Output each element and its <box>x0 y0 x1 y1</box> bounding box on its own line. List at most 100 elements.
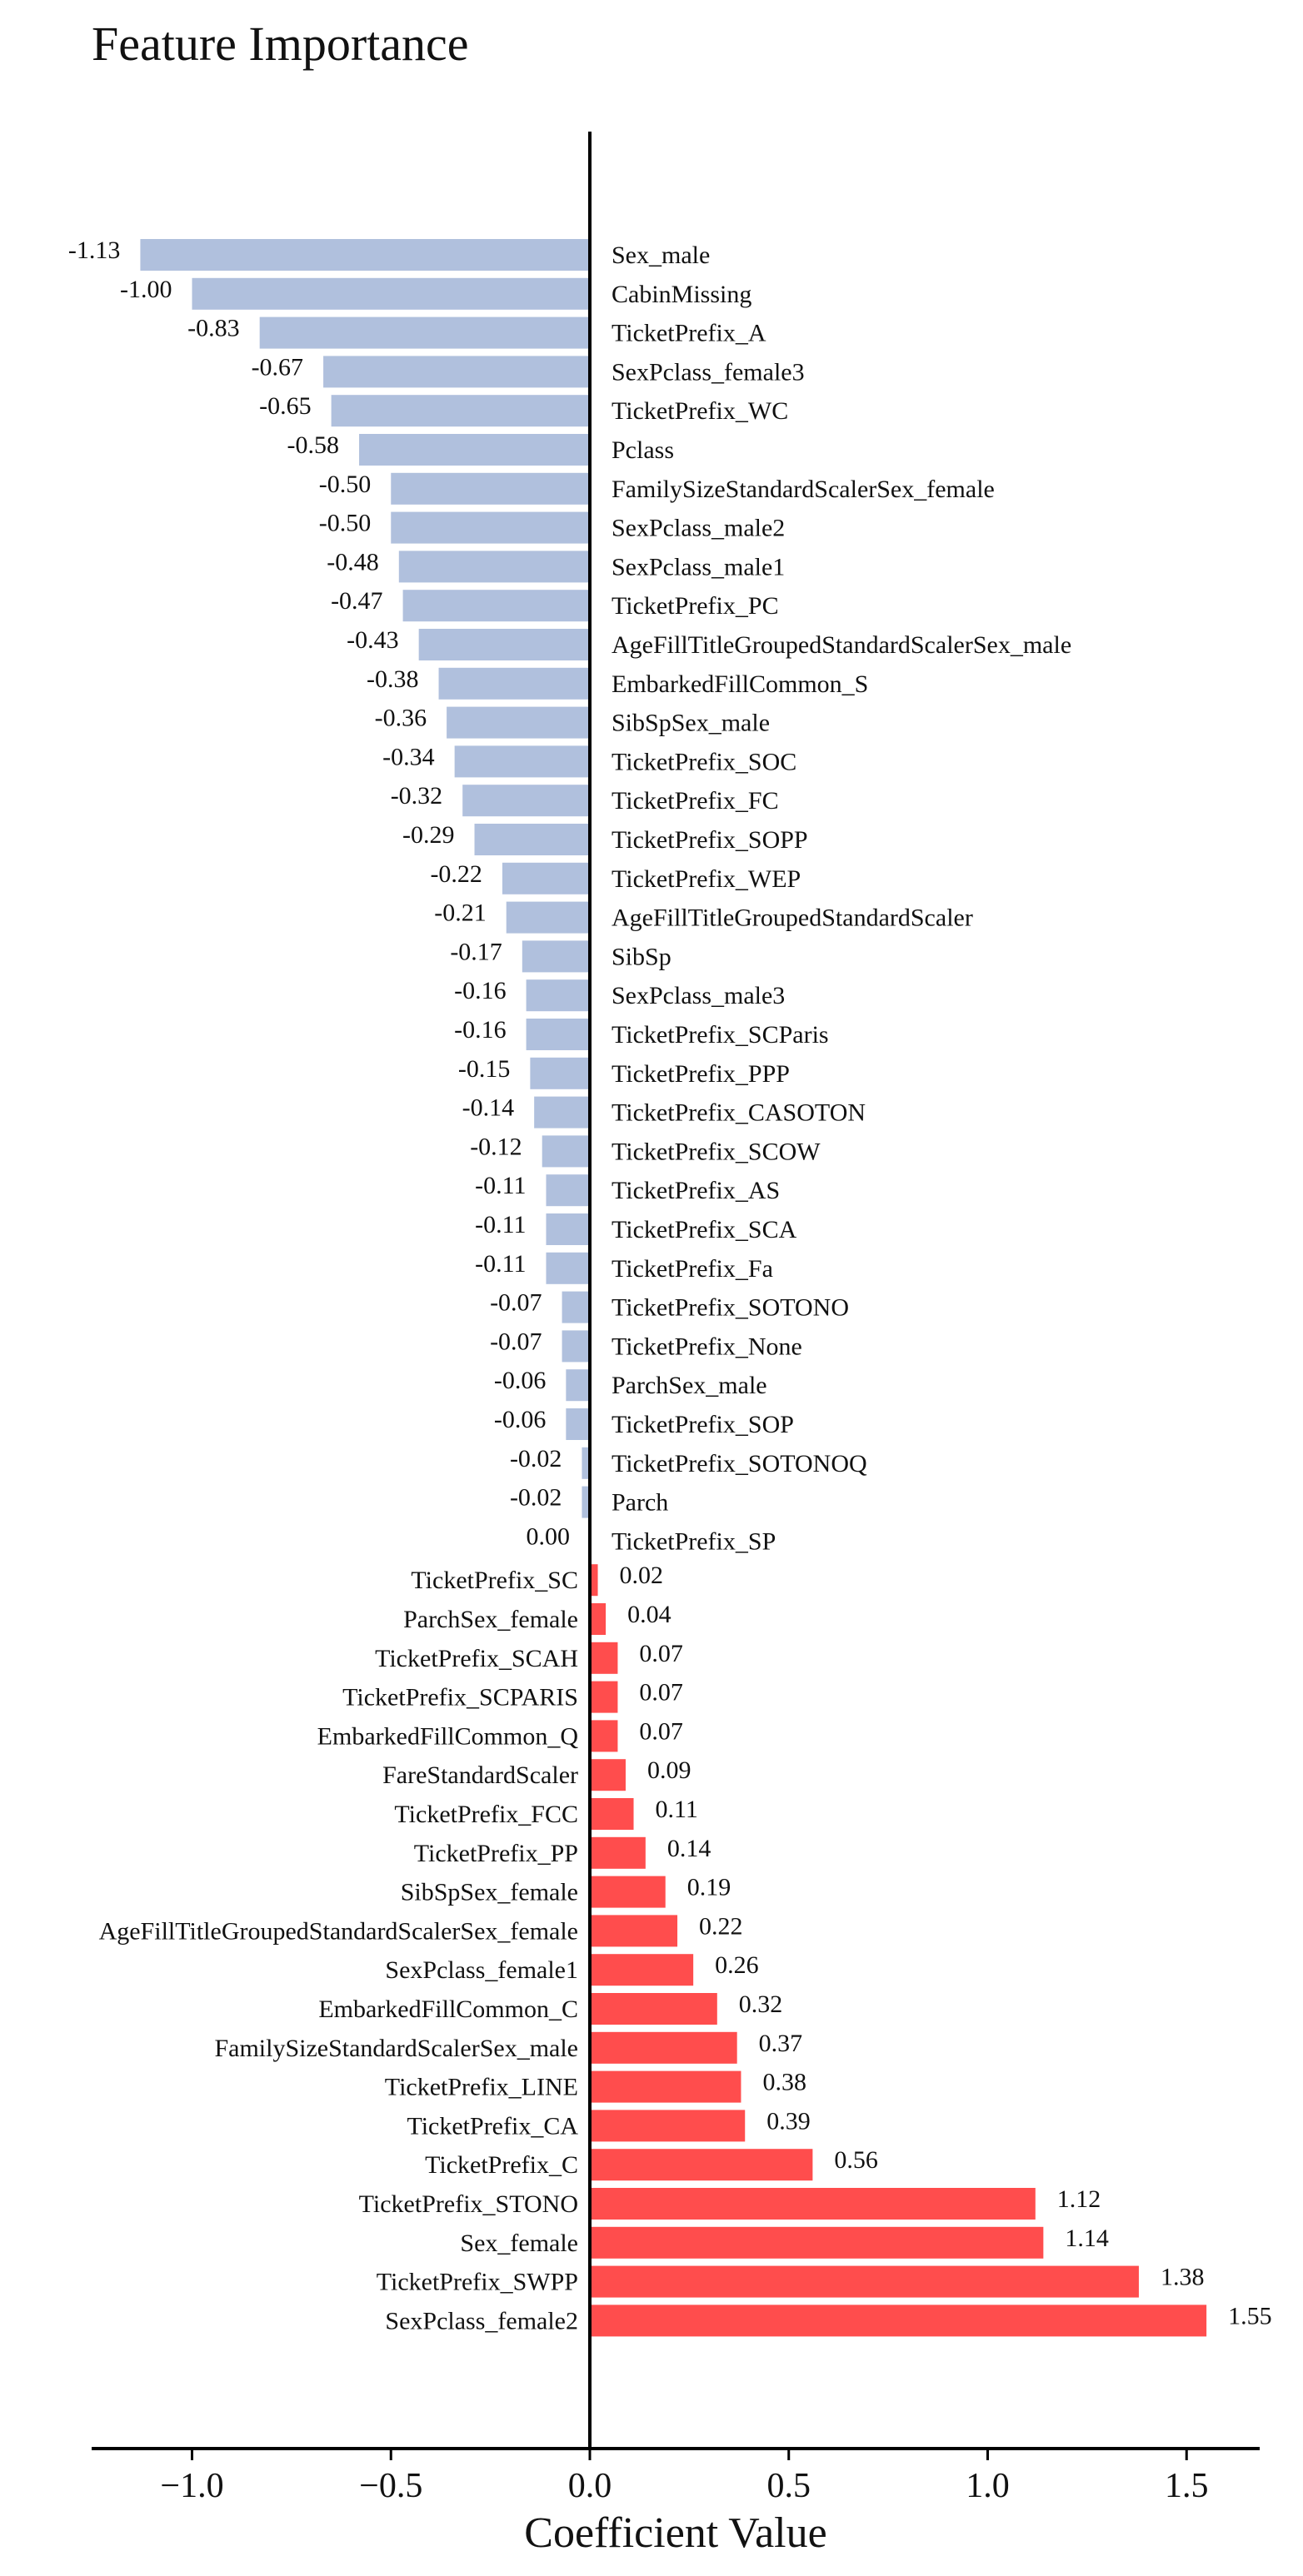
category-label: AgeFillTitleGroupedStandardScalerSex_fem… <box>99 1917 578 1945</box>
x-tick-label: 0.0 <box>568 2467 612 2505</box>
bar-TicketPrefix_SCAH <box>590 1642 618 1674</box>
value-label: 0.26 <box>715 1951 759 1979</box>
category-label: ParchSex_male <box>612 1372 767 1399</box>
category-label: EmbarkedFillCommon_C <box>318 1996 578 2023</box>
category-label: EmbarkedFillCommon_Q <box>317 1722 579 1750</box>
value-label: -0.15 <box>458 1055 511 1083</box>
bar-TicketPrefix_FC <box>462 785 590 817</box>
category-label: SibSp <box>612 943 671 970</box>
value-label: -0.11 <box>475 1250 526 1278</box>
labels-group: Sex_male -1.13 CabinMissing -1.00 TicketPref… <box>68 237 1272 2334</box>
category-label: CabinMissing <box>612 281 751 308</box>
value-label: -0.17 <box>450 938 502 965</box>
value-label: 0.07 <box>639 1679 683 1707</box>
value-label: -0.32 <box>391 782 443 810</box>
value-label: -0.21 <box>434 899 487 927</box>
bar-SibSpSex_female <box>590 1876 666 1908</box>
bar-TicketPrefix_STONO <box>590 2188 1036 2220</box>
bar-TicketPrefix_LINE <box>590 2070 741 2103</box>
value-label: 1.14 <box>1065 2225 1109 2252</box>
bar-SexPclass_female1 <box>590 1954 694 1986</box>
bar-FamilySizeStandardScalerSex_male <box>590 2031 737 2064</box>
bar-SexPclass_female3 <box>323 356 590 388</box>
value-label: -0.50 <box>319 510 372 537</box>
category-label: AgeFillTitleGroupedStandardScalerSex_mal… <box>612 631 1071 659</box>
bar-SexPclass_female2 <box>590 2304 1207 2337</box>
bar-TicketPrefix_PC <box>402 590 590 622</box>
value-label: -0.11 <box>475 1172 526 1199</box>
bar-TicketPrefix_SWPP <box>590 2265 1139 2298</box>
bar-TicketPrefix_SCParis <box>526 1019 590 1050</box>
bar-EmbarkedFillCommon_S <box>438 667 590 700</box>
value-label: -0.83 <box>187 315 240 342</box>
category-label: TicketPrefix_SCOW <box>612 1138 821 1165</box>
value-label: 0.14 <box>667 1835 711 1862</box>
category-label: FamilySizeStandardScalerSex_male <box>214 2035 578 2062</box>
bar-TicketPrefix_SOTONO <box>562 1291 590 1323</box>
category-label: TicketPrefix_PP <box>414 1840 578 1867</box>
x-tick-label: 1.0 <box>966 2467 1010 2505</box>
category-label: TicketPrefix_PC <box>612 592 779 620</box>
bar-Sex_male <box>140 239 591 271</box>
bar-TicketPrefix_SC <box>590 1564 598 1597</box>
bars-group <box>140 239 1207 2337</box>
bar-TicketPrefix_Fa <box>546 1252 590 1284</box>
bar-TicketPrefix_CASOTON <box>534 1096 590 1129</box>
bar-TicketPrefix_C <box>590 2149 813 2181</box>
category-label: TicketPrefix_Fa <box>612 1255 773 1283</box>
value-label: -0.14 <box>462 1094 515 1122</box>
bar-TicketPrefix_FCC <box>590 1798 634 1830</box>
value-label: -0.02 <box>510 1445 562 1472</box>
category-label: TicketPrefix_FCC <box>394 1801 578 1828</box>
category-label: SexPclass_female2 <box>385 2307 578 2334</box>
bar-SibSp <box>522 940 590 973</box>
bar-EmbarkedFillCommon_C <box>590 1993 717 2025</box>
category-label: TicketPrefix_C <box>425 2151 578 2179</box>
bar-Parch <box>582 1486 590 1518</box>
bar-Pclass <box>359 434 590 466</box>
category-label: TicketPrefix_SC <box>411 1567 578 1594</box>
value-label: 1.55 <box>1228 2302 1272 2329</box>
bar-SibSpSex_male <box>447 706 590 739</box>
category-label: SexPclass_male1 <box>612 553 785 580</box>
category-label: SexPclass_male2 <box>612 515 785 542</box>
category-label: SexPclass_female3 <box>612 358 805 386</box>
value-label: -0.07 <box>490 1289 542 1317</box>
bar-TicketPrefix_WEP <box>502 862 590 894</box>
category-label: TicketPrefix_A <box>612 320 766 347</box>
value-label: -0.34 <box>382 743 435 770</box>
category-label: FamilySizeStandardScalerSex_female <box>612 476 995 503</box>
value-label: -0.38 <box>367 665 419 693</box>
bar-CabinMissing <box>192 277 590 310</box>
value-label: 1.12 <box>1057 2185 1101 2213</box>
bar-TicketPrefix_PPP <box>530 1057 590 1089</box>
bar-TicketPrefix_CA <box>590 2110 746 2142</box>
bar-TicketPrefix_SOP <box>566 1408 590 1440</box>
category-label: TicketPrefix_SOPP <box>612 826 808 854</box>
bar-TicketPrefix_AS <box>546 1174 590 1207</box>
category-label: TicketPrefix_SCParis <box>612 1021 829 1049</box>
category-label: TicketPrefix_LINE <box>385 2074 578 2101</box>
value-label: -0.02 <box>510 1484 562 1512</box>
bar-TicketPrefix_None <box>562 1330 590 1363</box>
value-label: 0.07 <box>639 1717 683 1745</box>
bar-ParchSex_female <box>590 1603 607 1635</box>
bar-TicketPrefix_SOC <box>454 745 590 778</box>
x-tick-label: −1.0 <box>160 2467 223 2505</box>
category-label: TicketPrefix_SOP <box>612 1411 794 1438</box>
category-label: SexPclass_female1 <box>385 1956 578 1984</box>
value-label: -0.29 <box>402 821 455 849</box>
value-label: -0.50 <box>319 471 372 498</box>
category-label: TicketPrefix_SCA <box>612 1216 797 1243</box>
value-label: 0.38 <box>762 2069 806 2096</box>
value-label: 0.32 <box>739 1991 783 2018</box>
x-tick-label: −0.5 <box>359 2467 422 2505</box>
x-tick-label: 0.5 <box>767 2467 811 2505</box>
bar-EmbarkedFillCommon_Q <box>590 1720 618 1752</box>
value-label: 0.07 <box>639 1640 683 1667</box>
value-label: -0.67 <box>252 353 304 381</box>
category-label: EmbarkedFillCommon_S <box>612 670 868 698</box>
bar-FareStandardScaler <box>590 1759 626 1791</box>
value-label: 0.37 <box>759 2030 803 2057</box>
